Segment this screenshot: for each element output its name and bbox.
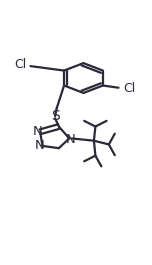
Text: N: N xyxy=(66,133,75,146)
Text: Cl: Cl xyxy=(123,82,135,95)
Text: S: S xyxy=(51,109,59,123)
Text: Cl: Cl xyxy=(15,58,27,71)
Text: N: N xyxy=(33,125,42,138)
Text: N: N xyxy=(35,139,45,152)
